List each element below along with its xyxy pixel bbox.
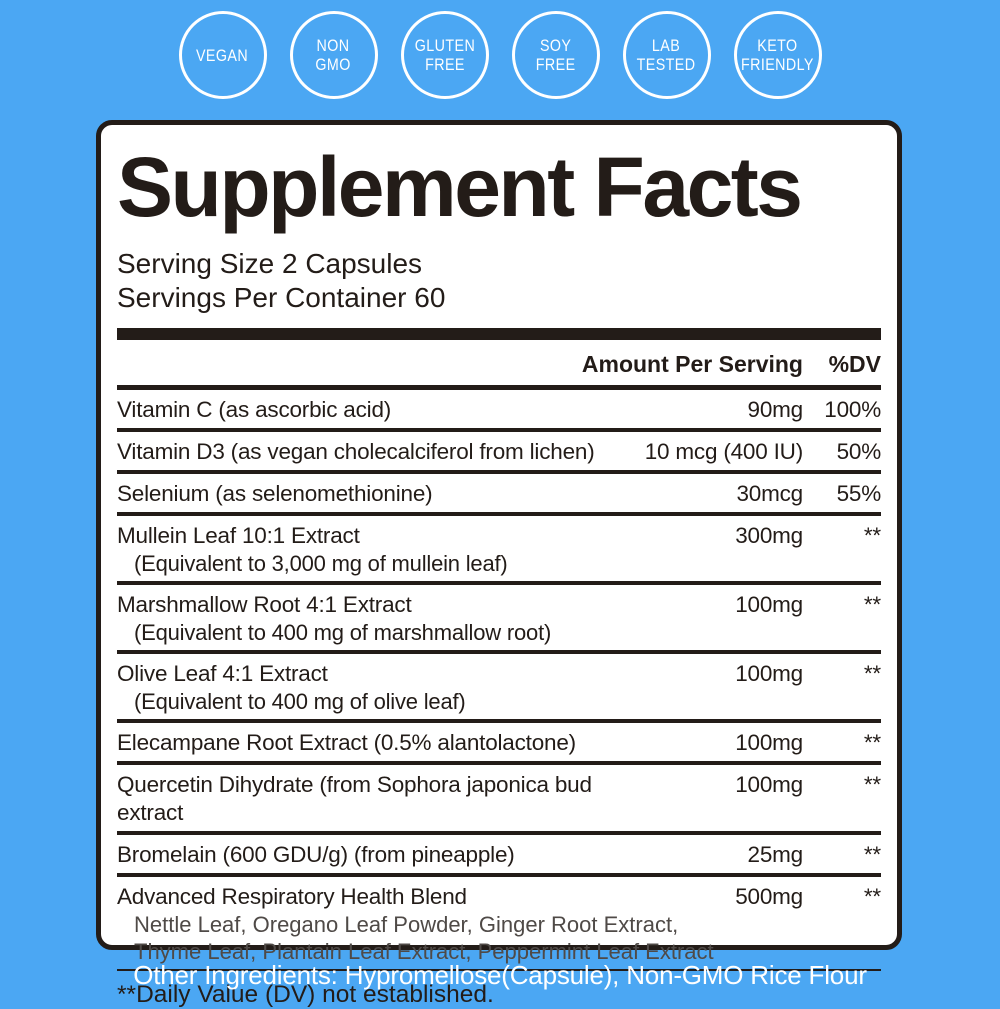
ingredient-amount: 30mcg: [736, 481, 803, 506]
badges-row: VEGAN NON GMO GLUTEN FREE SOY FREE LAB TESTE…: [0, 11, 1000, 99]
ingredient-row: Elecampane Root Extract (0.5% alantolact…: [117, 723, 881, 765]
ingredient-row: Olive Leaf 4:1 Extract 100mg ** (Equival…: [117, 654, 881, 723]
ingredient-name: Advanced Respiratory Health Blend: [117, 884, 467, 909]
header-separator-bar: [117, 328, 881, 340]
ingredient-row: Quercetin Dihydrate (from Sophora japoni…: [117, 765, 881, 835]
ingredient-dv: **: [863, 661, 881, 686]
ingredient-row: Vitamin C (as ascorbic acid) 90mg 100%: [117, 390, 881, 432]
ingredient-dv: **: [863, 592, 881, 617]
ingredient-amount: 500mg: [735, 884, 803, 909]
dv-header: %DV: [828, 351, 881, 377]
ingredient-amount: 10 mcg (400 IU): [644, 439, 804, 464]
badge-label-line: FRIENDLY: [741, 55, 814, 74]
ingredient-dv: **: [863, 730, 881, 755]
badge-label-line: GMO: [315, 55, 352, 74]
badge-label-line: GLUTEN: [414, 36, 475, 55]
ingredient-name: Selenium (as selenomethionine): [117, 481, 433, 506]
other-ingredients-footer: Other Ingredients: Hypromellose(Capsule)…: [133, 960, 867, 990]
ingredient-dv: 100%: [824, 397, 881, 422]
badge-label-line: KETO: [757, 36, 798, 55]
supplement-facts-title: Supplement Facts: [117, 140, 803, 234]
ingredient-table: Vitamin C (as ascorbic acid) 90mg 100% V…: [117, 390, 881, 971]
ingredient-name: Mullein Leaf 10:1 Extract: [117, 523, 360, 548]
badge-label: NON GMO: [316, 36, 351, 74]
ingredient-name: Quercetin Dihydrate (from Sophora japoni…: [117, 772, 592, 825]
certification-badge: NON GMO: [289, 11, 378, 99]
supplement-facts-panel: Supplement Facts Serving Size 2 Capsules…: [96, 120, 902, 1008]
serving-size-line: Serving Size 2 Capsules: [117, 248, 423, 279]
badge-label: KETO FRIENDLY: [741, 36, 814, 74]
ingredient-subtext: (Equivalent to 3,000 mg of mullein leaf): [134, 551, 508, 576]
ingredient-dv: **: [863, 884, 881, 909]
table-header: Amount Per Serving %DV: [117, 340, 881, 390]
ingredient-dv: 50%: [836, 439, 882, 464]
ingredient-row: Vitamin D3 (as vegan cholecalciferol fro…: [117, 432, 881, 474]
certification-badge: VEGAN: [178, 11, 267, 99]
badge-label-line: NON: [316, 36, 350, 55]
ingredient-dv: **: [863, 772, 881, 797]
ingredient-amount: 100mg: [735, 730, 803, 755]
ingredient-row: Mullein Leaf 10:1 Extract 300mg ** (Equi…: [117, 516, 881, 585]
ingredient-amount: 100mg: [735, 592, 803, 617]
ingredient-row: Selenium (as selenomethionine) 30mcg 55%: [117, 474, 881, 516]
ingredient-amount: 100mg: [735, 772, 803, 797]
ingredient-subtext: Nettle Leaf, Oregano Leaf Powder, Ginger…: [134, 912, 679, 937]
badge-label-line: FREE: [535, 55, 576, 74]
ingredient-amount: 25mg: [747, 842, 804, 867]
ingredient-subtext: (Equivalent to 400 mg of olive leaf): [134, 689, 466, 714]
badge-label-line: VEGAN: [196, 45, 249, 65]
servings-per-container-line: Servings Per Container 60: [117, 282, 446, 313]
badge-label: VEGAN: [196, 46, 248, 65]
badge-label-line: FREE: [424, 55, 465, 74]
badge-label-line: LAB: [652, 36, 681, 55]
ingredient-subtext: (Equivalent to 400 mg of marshmallow roo…: [134, 620, 552, 645]
badge-label-line: TESTED: [637, 55, 696, 74]
ingredient-name: Olive Leaf 4:1 Extract: [117, 661, 328, 686]
ingredient-dv: **: [863, 523, 881, 548]
amount-per-serving-header: Amount Per Serving: [581, 351, 803, 377]
certification-badge: SOY FREE: [511, 11, 600, 99]
ingredient-dv: **: [863, 842, 881, 867]
certification-badge: KETO FRIENDLY: [733, 11, 822, 99]
ingredient-name: Vitamin D3 (as vegan cholecalciferol fro…: [117, 439, 595, 464]
ingredient-name: Vitamin C (as ascorbic acid): [117, 397, 392, 422]
ingredient-dv: 55%: [836, 481, 882, 506]
ingredient-amount: 100mg: [735, 661, 803, 686]
badge-label: GLUTEN FREE: [414, 36, 474, 74]
badge-label: LAB TESTED: [637, 36, 696, 74]
badge-label-line: SOY: [539, 36, 572, 55]
certification-badge: LAB TESTED: [622, 11, 711, 99]
ingredient-amount: 300mg: [735, 523, 803, 548]
badge-label: SOY FREE: [536, 36, 576, 74]
ingredient-row: Bromelain (600 GDU/g) (from pineapple) 2…: [117, 835, 881, 877]
ingredient-name: Elecampane Root Extract (0.5% alantolact…: [117, 730, 576, 755]
ingredient-name: Marshmallow Root 4:1 Extract: [117, 592, 412, 617]
ingredient-row: Advanced Respiratory Health Blend 500mg …: [117, 877, 881, 971]
serving-info: Serving Size 2 Capsules Servings Per Con…: [117, 247, 881, 315]
certification-badge: GLUTEN FREE: [400, 11, 489, 99]
ingredient-amount: 90mg: [747, 397, 804, 422]
ingredient-subtext: Thyme Leaf, Plantain Leaf Extract, Peppe…: [134, 939, 714, 964]
ingredient-name: Bromelain (600 GDU/g) (from pineapple): [117, 842, 515, 867]
ingredient-row: Marshmallow Root 4:1 Extract 100mg ** (E…: [117, 585, 881, 654]
